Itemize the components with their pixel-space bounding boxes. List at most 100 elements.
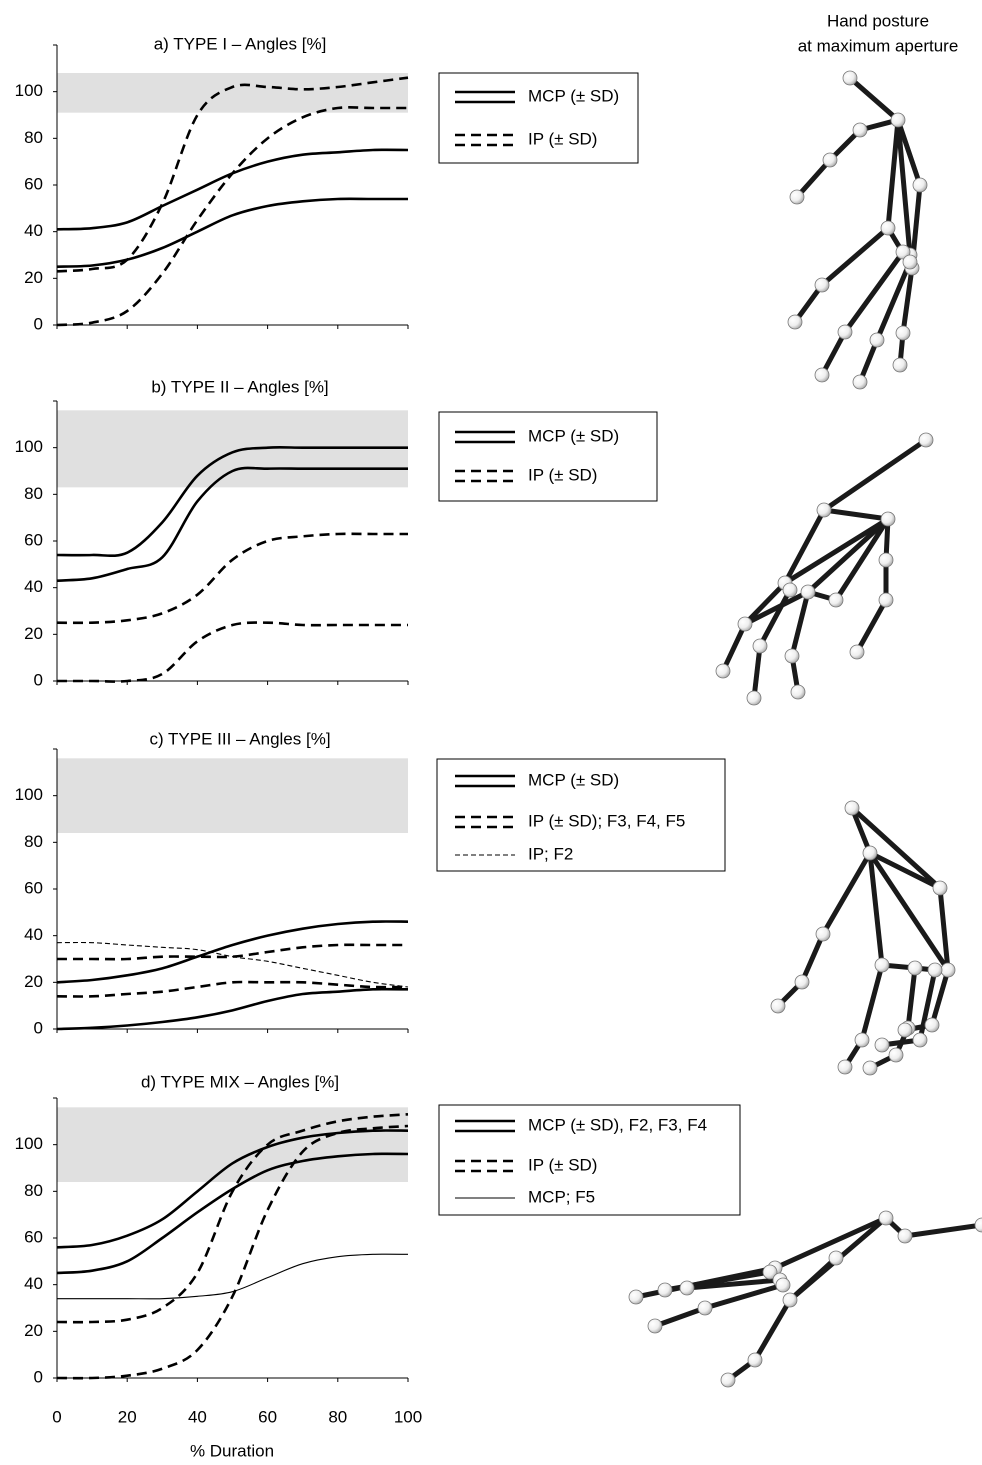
bone <box>819 225 891 288</box>
bone <box>895 117 913 258</box>
bone <box>757 587 793 649</box>
joint <box>784 648 800 664</box>
legend-label: MCP (± SD), F2, F3, F4 <box>528 1115 707 1134</box>
bone <box>885 117 901 231</box>
bone <box>905 965 918 1031</box>
joint <box>895 325 911 341</box>
series-line <box>56 466 408 582</box>
joint <box>974 1217 982 1233</box>
bone <box>742 580 788 627</box>
joint <box>770 998 786 1014</box>
y-tick-label: 60 <box>24 530 43 549</box>
joint <box>815 926 831 942</box>
joint <box>762 1264 778 1280</box>
joint <box>737 616 753 632</box>
joint <box>628 1289 644 1305</box>
bone <box>794 157 833 200</box>
joint <box>747 1352 763 1368</box>
joint <box>842 70 858 86</box>
x-axis-label: % Duration <box>190 1441 274 1460</box>
bone <box>847 75 901 123</box>
series-line <box>56 920 409 984</box>
hand-b <box>715 432 934 706</box>
y-tick-label: 100 <box>15 437 43 456</box>
joint <box>924 1017 940 1033</box>
y-tick-label: 40 <box>24 577 43 596</box>
chart-title: c) TYPE III – Angles [%] <box>149 729 330 748</box>
bone <box>895 117 923 188</box>
hand-a <box>787 70 928 390</box>
joint <box>787 314 803 330</box>
joint <box>715 663 731 679</box>
y-tick-label: 100 <box>15 1134 43 1153</box>
joint <box>852 374 868 390</box>
joint <box>752 638 768 654</box>
shaded-band <box>57 758 408 833</box>
joint <box>880 220 896 236</box>
joint <box>897 1228 913 1244</box>
joint <box>837 324 853 340</box>
joint <box>932 880 948 896</box>
bone <box>787 1255 839 1303</box>
x-tick-label: 100 <box>394 1407 422 1426</box>
joint <box>775 1277 791 1293</box>
joint <box>854 1032 870 1048</box>
bone <box>833 516 891 603</box>
y-tick-label: 60 <box>24 174 43 193</box>
joint <box>878 552 894 568</box>
series-line <box>56 532 408 625</box>
chart-title: d) TYPE MIX – Angles [%] <box>141 1072 339 1091</box>
joint <box>940 962 956 978</box>
joint <box>789 189 805 205</box>
series-line <box>56 148 409 231</box>
series-line <box>56 446 408 558</box>
joint <box>888 1047 904 1063</box>
bone <box>929 967 951 1028</box>
y-tick-label: 40 <box>24 925 43 944</box>
bone <box>842 249 906 335</box>
joint <box>647 1318 663 1334</box>
bone <box>867 850 951 973</box>
joint <box>874 1037 890 1053</box>
joint <box>837 1059 853 1075</box>
x-tick-label: 0 <box>52 1407 61 1426</box>
legend-label: IP (± SD) <box>528 129 597 148</box>
joint <box>844 800 860 816</box>
bone <box>752 1297 793 1363</box>
joint <box>869 332 885 348</box>
joint <box>878 1210 894 1226</box>
bone <box>849 805 943 891</box>
joint <box>862 845 878 861</box>
joint <box>912 177 928 193</box>
y-tick-label: 0 <box>34 670 43 689</box>
x-tick-label: 60 <box>258 1407 277 1426</box>
legend-label: IP; F2 <box>528 844 573 863</box>
joint <box>697 1300 713 1316</box>
joint <box>782 1292 798 1308</box>
legend-label: MCP; F5 <box>528 1187 595 1206</box>
joint <box>912 1032 928 1048</box>
chart-title: b) TYPE II – Angles [%] <box>151 377 328 396</box>
y-tick-label: 20 <box>24 624 43 643</box>
legend-label: MCP (± SD) <box>528 426 619 445</box>
bone <box>937 885 951 973</box>
y-tick-label: 20 <box>24 972 43 991</box>
joint <box>794 974 810 990</box>
y-tick-label: 80 <box>24 484 43 503</box>
bone <box>792 282 825 325</box>
joint <box>822 152 838 168</box>
joint <box>902 254 918 270</box>
joint <box>790 684 806 700</box>
legend-label: MCP (± SD) <box>528 86 619 105</box>
legend-label: IP (± SD); F3, F4, F5 <box>528 811 685 830</box>
bone <box>849 805 873 856</box>
joint <box>892 357 908 373</box>
joint <box>679 1280 695 1296</box>
joint <box>927 962 943 978</box>
series-line <box>56 1124 409 1380</box>
bone <box>867 850 943 891</box>
y-tick-label: 60 <box>24 878 43 897</box>
legend-box <box>438 1104 741 1216</box>
joint <box>897 1022 913 1038</box>
